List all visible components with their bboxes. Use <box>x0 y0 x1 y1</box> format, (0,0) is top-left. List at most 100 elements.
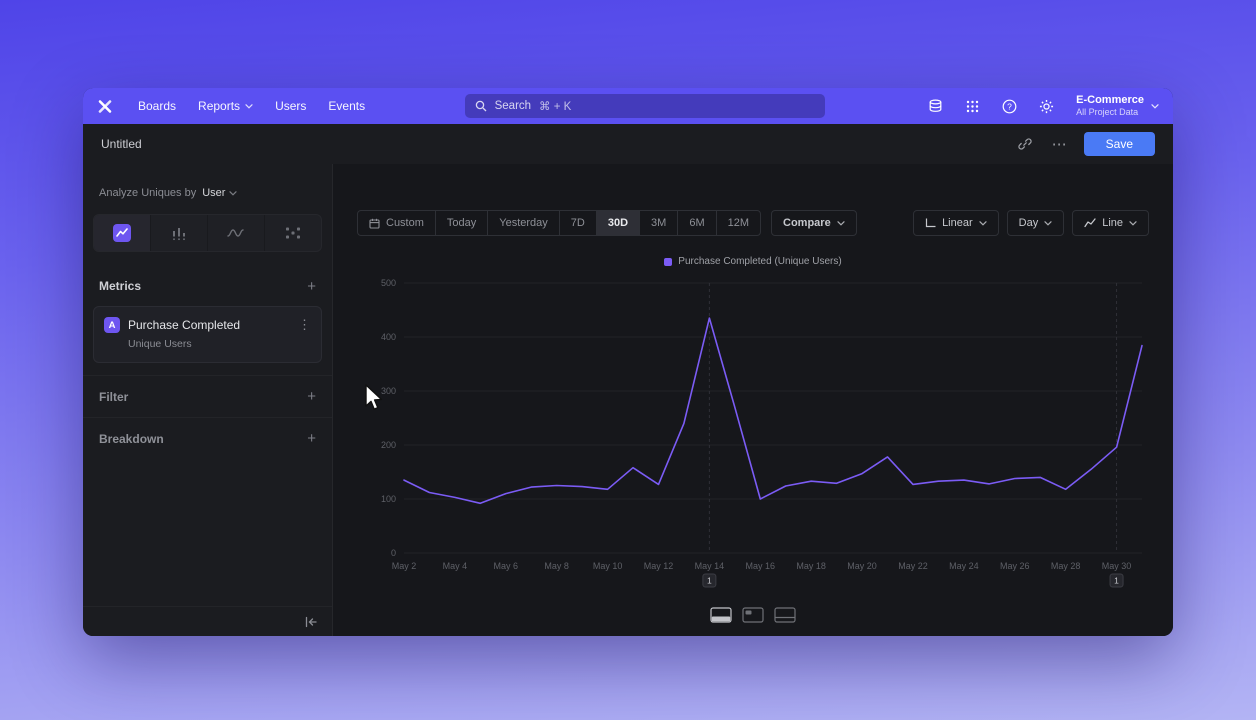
chevron-down-icon <box>837 220 845 226</box>
svg-text:May 30: May 30 <box>1102 561 1132 571</box>
add-breakdown-button[interactable]: + <box>307 430 316 447</box>
tab-insights[interactable] <box>94 215 151 251</box>
svg-text:May 8: May 8 <box>544 561 569 571</box>
range-3m[interactable]: 3M <box>639 210 679 236</box>
nav-item-users[interactable]: Users <box>275 99 307 113</box>
metric-card-top: A Purchase Completed ⋮ <box>104 317 311 333</box>
svg-text:May 24: May 24 <box>949 561 979 571</box>
toggle-chart-only[interactable] <box>740 605 766 624</box>
range-today[interactable]: Today <box>434 210 489 236</box>
flows-nodes-icon <box>286 227 300 239</box>
project-scope: All Project Data <box>1076 107 1139 118</box>
chevron-down-icon <box>1129 220 1137 226</box>
svg-text:?: ? <box>1007 101 1012 111</box>
range-7d[interactable]: 7D <box>558 210 597 236</box>
breakdown-label: Breakdown <box>99 431 164 446</box>
tab-flows[interactable] <box>265 215 321 251</box>
metric-menu-icon[interactable]: ⋮ <box>298 317 311 332</box>
add-metric-button[interactable]: + <box>307 277 316 295</box>
range-30d[interactable]: 30D <box>595 210 641 236</box>
line-chart[interactable]: 0 100 200 300 400 500 May 2 May 4 May 6 May 8 May … <box>358 269 1148 595</box>
toggle-table-only[interactable] <box>772 605 798 624</box>
toggle-chart-table-split[interactable] <box>708 605 734 624</box>
report-title[interactable]: Untitled <box>101 137 142 151</box>
svg-text:May 16: May 16 <box>746 561 776 571</box>
search-input[interactable]: Search ⌘ + K <box>464 94 825 118</box>
range-12m[interactable]: 12M <box>715 210 762 236</box>
svg-text:1: 1 <box>707 576 712 586</box>
report-header-actions: ⋯ Save <box>1014 132 1155 156</box>
nav-left: Boards Reports Users Events <box>97 99 365 114</box>
report-header: Untitled ⋯ Save <box>83 124 1173 164</box>
svg-text:May 26: May 26 <box>1000 561 1030 571</box>
project-name: E-Commerce <box>1076 93 1144 106</box>
svg-text:May 28: May 28 <box>1051 561 1081 571</box>
tab-retention[interactable] <box>208 215 265 251</box>
svg-text:0: 0 <box>391 548 396 558</box>
share-link-icon[interactable] <box>1014 133 1036 155</box>
axis-icon <box>925 218 936 228</box>
chart-controls: Linear Day Line <box>913 210 1149 236</box>
analyze-row: Analyze Uniques by User <box>83 182 332 204</box>
add-filter-button[interactable]: + <box>307 388 316 405</box>
sidebar-spacer <box>83 459 332 606</box>
settings-gear-icon[interactable] <box>1035 95 1057 117</box>
metric-badge: A <box>104 317 120 333</box>
compare-button[interactable]: Compare <box>771 210 857 236</box>
svg-text:1: 1 <box>1114 576 1119 586</box>
chart-toolbar: Custom Today Yesterday 7D 30D 3M 6M 12M Compare… <box>357 210 1149 236</box>
metric-card[interactable]: A Purchase Completed ⋮ Unique Users <box>93 306 322 363</box>
svg-text:200: 200 <box>381 440 396 450</box>
funnels-bars-icon <box>173 227 185 240</box>
svg-text:May 20: May 20 <box>847 561 877 571</box>
help-icon[interactable]: ? <box>998 95 1020 117</box>
date-range-group: Custom Today Yesterday 7D 30D 3M 6M 12M <box>357 210 762 236</box>
nav-item-boards[interactable]: Boards <box>138 99 177 113</box>
svg-text:May 10: May 10 <box>593 561 623 571</box>
nav-item-events[interactable]: Events <box>328 99 366 113</box>
svg-text:100: 100 <box>381 494 396 504</box>
line-chart-icon <box>1084 218 1096 228</box>
chart-type-dropdown[interactable]: Line <box>1072 210 1149 236</box>
chart-area: 0 100 200 300 400 500 May 2 May 4 May 6 May 8 May … <box>357 269 1149 601</box>
svg-text:May 14: May 14 <box>695 561 725 571</box>
svg-text:May 12: May 12 <box>644 561 674 571</box>
chevron-down-icon <box>229 190 238 196</box>
chart-panel: Custom Today Yesterday 7D 30D 3M 6M 12M Compare… <box>333 164 1173 636</box>
svg-text:May 18: May 18 <box>796 561 826 571</box>
search-placeholder: Search <box>494 100 532 112</box>
search-icon <box>475 100 487 112</box>
save-button[interactable]: Save <box>1083 132 1155 156</box>
tab-funnels[interactable] <box>151 215 208 251</box>
svg-text:May 4: May 4 <box>443 561 468 571</box>
analyze-label: Analyze Uniques by <box>99 187 197 199</box>
top-nav: Boards Reports Users Events Search ⌘ + K <box>83 88 1173 124</box>
apps-grid-icon[interactable] <box>961 95 983 117</box>
project-selector[interactable]: E-Commerce All Project Data <box>1076 94 1159 119</box>
range-yesterday[interactable]: Yesterday <box>487 210 560 236</box>
sidebar-footer <box>83 606 332 636</box>
svg-text:300: 300 <box>381 386 396 396</box>
more-options-icon[interactable]: ⋯ <box>1051 136 1068 153</box>
nav-item-reports[interactable]: Reports <box>198 99 253 113</box>
range-custom[interactable]: Custom <box>357 210 436 236</box>
chevron-down-icon <box>979 220 987 226</box>
range-6m[interactable]: 6M <box>677 210 717 236</box>
breakdown-section-header: Breakdown + <box>83 417 332 459</box>
interval-dropdown[interactable]: Day <box>1006 210 1065 236</box>
collapse-sidebar-icon[interactable] <box>304 616 318 628</box>
report-type-tabs <box>93 214 322 252</box>
svg-text:May 2: May 2 <box>392 561 417 571</box>
nav-right: ? E-Comme <box>924 94 1159 119</box>
scale-dropdown[interactable]: Linear <box>913 210 999 236</box>
svg-text:May 6: May 6 <box>494 561 519 571</box>
data-management-icon[interactable] <box>924 95 946 117</box>
metric-aggregation[interactable]: Unique Users <box>128 338 192 350</box>
svg-text:500: 500 <box>381 278 396 288</box>
filter-label: Filter <box>99 389 129 404</box>
metrics-label: Metrics <box>99 279 142 293</box>
view-toggles <box>357 601 1149 636</box>
analyze-entity-dropdown[interactable]: User <box>202 187 238 199</box>
mixpanel-logo-icon[interactable] <box>97 99 114 114</box>
